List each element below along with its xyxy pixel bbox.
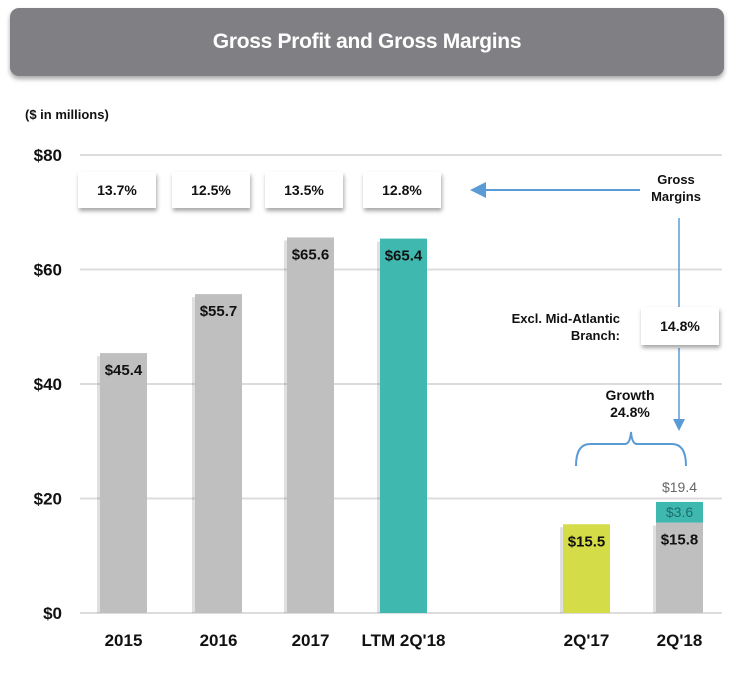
excl-label-line2: Branch: bbox=[570, 328, 620, 343]
excl-label-line1: Excl. Mid-Atlantic bbox=[511, 311, 620, 326]
x-tick-label: 2015 bbox=[105, 631, 143, 650]
gross-margins-text: Gross Margins bbox=[651, 172, 701, 204]
margin-box-2017: 13.5% bbox=[265, 172, 343, 208]
growth-line2: 24.8% bbox=[610, 404, 650, 420]
excl-label: Excl. Mid-Atlantic Branch: bbox=[470, 310, 620, 344]
stacked-value-label: $3.6 bbox=[666, 504, 693, 520]
units-note: ($ in millions) bbox=[25, 107, 109, 122]
y-tick-label: $0 bbox=[43, 604, 62, 623]
margin-box-2015: 13.7% bbox=[78, 172, 156, 208]
growth-bracket bbox=[575, 431, 687, 467]
bar bbox=[287, 237, 334, 613]
bar bbox=[563, 524, 610, 613]
excl-margin-box: 14.8% bbox=[641, 307, 719, 345]
y-tick-label: $40 bbox=[34, 375, 62, 394]
title-bar: Gross Profit and Gross Margins bbox=[10, 8, 724, 76]
growth-label: Growth 24.8% bbox=[590, 387, 670, 421]
x-tick-label: 2Q'17 bbox=[564, 631, 610, 650]
bar-value-label: $55.7 bbox=[200, 303, 238, 320]
bar bbox=[100, 353, 147, 613]
bar-value-label: $65.4 bbox=[385, 248, 423, 265]
gross-margins-label: Gross Margins bbox=[636, 171, 716, 205]
y-tick-label: $60 bbox=[34, 261, 62, 280]
x-tick-label: 2017 bbox=[292, 631, 330, 650]
x-tick-label: 2016 bbox=[200, 631, 238, 650]
bar bbox=[195, 294, 242, 613]
x-tick-label: 2Q'18 bbox=[657, 631, 703, 650]
bar bbox=[380, 238, 427, 613]
bar-value-label: $65.6 bbox=[292, 246, 330, 263]
y-tick-label: $80 bbox=[34, 146, 62, 165]
bar-value-label: $15.5 bbox=[568, 533, 606, 550]
bar-value-label: $15.8 bbox=[661, 532, 699, 549]
total-value-label: $19.4 bbox=[662, 479, 697, 495]
bar bbox=[656, 522, 703, 613]
chart-title: Gross Profit and Gross Margins bbox=[212, 30, 522, 53]
margin-box-2016: 12.5% bbox=[172, 172, 250, 208]
y-tick-label: $20 bbox=[34, 490, 62, 509]
x-tick-label: LTM 2Q'18 bbox=[361, 631, 445, 650]
growth-line1: Growth bbox=[605, 387, 655, 403]
margin-box-ltm: 12.8% bbox=[363, 172, 441, 208]
bar-value-label: $45.4 bbox=[105, 362, 143, 379]
bar-stacked bbox=[656, 501, 703, 523]
